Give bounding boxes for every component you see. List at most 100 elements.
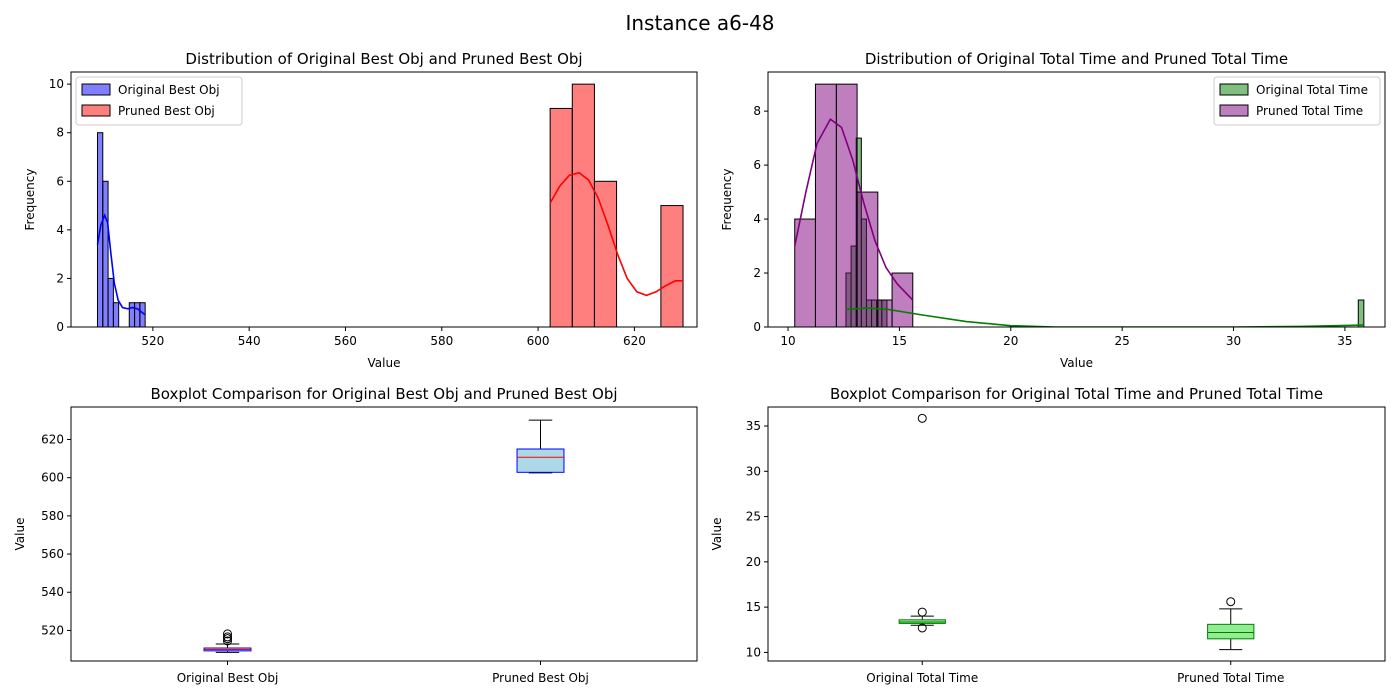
x-tick-label: 10 (780, 334, 795, 348)
hist-bar (856, 191, 879, 327)
box-obj-plot-area (203, 419, 565, 653)
y-tick-label: 2 (753, 266, 761, 280)
kde-line (793, 118, 914, 301)
legend-frame (1213, 76, 1381, 126)
legend-swatch (1219, 104, 1249, 117)
hist-obj-x-axis-label: Value (368, 356, 401, 370)
y-tick-label: 35 (746, 419, 761, 433)
x-tick-label: 15 (892, 334, 907, 348)
hist-bar (102, 180, 109, 327)
hist-obj-chart: 0 2 4 6 8 10 520 540 560 580 600 620 Distribution of… (23, 50, 698, 370)
x-tick-label: Original Total Time (866, 671, 978, 685)
y-tick-label: 4 (753, 212, 761, 226)
legend-entry: Pruned Best Obj (118, 104, 215, 118)
y-tick-label: 10 (746, 645, 761, 659)
x-tick-label: 600 (527, 334, 550, 348)
box-time-axes-frame (767, 406, 1386, 662)
y-tick-label: 8 (56, 126, 64, 140)
kde-line (845, 307, 1364, 327)
legend-entry: Original Total Time (1256, 83, 1368, 97)
hist-time-chart: 0 2 4 6 8 10 15 20 25 30 35 Distribution of Origina… (720, 50, 1386, 370)
x-tick-label: 580 (430, 334, 453, 348)
box-body (1207, 623, 1255, 640)
hist-bar (835, 83, 858, 327)
hist-bar (571, 83, 595, 327)
y-tick-label: 2 (56, 271, 64, 285)
x-tick-label: 540 (238, 334, 261, 348)
y-tick-label: 580 (41, 509, 64, 523)
hist-time-title: Distribution of Original Total Time and … (865, 50, 1288, 68)
y-tick-label: 520 (41, 623, 64, 637)
y-tick-label: 600 (41, 471, 64, 485)
box-time-plot-area (898, 413, 1255, 651)
y-tick-label: 620 (41, 432, 64, 446)
box-time-title: Boxplot Comparison for Original Total Ti… (830, 385, 1323, 403)
box-flier (917, 413, 927, 423)
y-tick-label: 30 (746, 464, 761, 478)
box-obj-y-axis-label: Value (13, 518, 27, 551)
box-flier (1226, 597, 1236, 607)
y-tick-label: 15 (746, 600, 761, 614)
box-flier (917, 623, 927, 633)
hist-bar (877, 299, 893, 327)
box-flier (223, 629, 232, 639)
y-tick-label: 25 (746, 510, 761, 524)
kde-line (549, 171, 684, 297)
legend-swatch (81, 83, 111, 96)
legend-entry: Pruned Total Time (1256, 104, 1363, 118)
y-tick-label: 10 (49, 77, 64, 91)
legend-swatch (81, 104, 111, 117)
hist-time-axes-frame (767, 71, 1386, 328)
y-tick-label: 6 (56, 174, 64, 188)
x-tick-label: 560 (334, 334, 357, 348)
x-tick-label: Original Best Obj (177, 671, 279, 685)
x-tick-label: 25 (1115, 334, 1130, 348)
y-tick-label: 20 (746, 555, 761, 569)
kde-line (96, 213, 146, 316)
box-obj-axes-frame (70, 406, 698, 662)
hist-obj-plot-area (96, 83, 684, 327)
hist-bar (1357, 299, 1365, 327)
box-flier (223, 636, 232, 646)
x-tick-label: 35 (1337, 334, 1352, 348)
box-obj-title: Boxplot Comparison for Original Best Obj… (150, 385, 617, 403)
box-body (516, 448, 565, 473)
y-tick-label: 0 (753, 320, 761, 334)
x-tick-label: 20 (1003, 334, 1018, 348)
hist-bar (112, 302, 120, 327)
hist-bar (593, 180, 618, 327)
x-tick-label: 30 (1226, 334, 1241, 348)
x-tick-label: 520 (141, 334, 164, 348)
figure-suptitle: Instance a6-48 (625, 11, 774, 35)
box-flier (223, 632, 232, 642)
y-tick-label: 560 (41, 547, 64, 561)
hist-time-x-axis-label: Value (1060, 356, 1093, 370)
legend-entry: Original Best Obj (118, 83, 220, 97)
y-tick-label: 540 (41, 585, 64, 599)
hist-bar (128, 302, 136, 327)
hist-obj-y-axis-label: Frequency (23, 169, 37, 231)
y-tick-label: 0 (56, 320, 64, 334)
hist-obj-legend: Original Best Obj Pruned Best Obj (75, 76, 243, 126)
y-tick-label: 8 (753, 104, 761, 118)
hist-obj-title: Distribution of Original Best Obj and Pr… (185, 50, 582, 68)
hist-time-y-axis-label: Frequency (720, 169, 734, 231)
hist-obj-axes-frame (70, 71, 698, 328)
box-time-chart: 10 15 20 25 30 35 Original Total Time Pruned To… (710, 385, 1386, 685)
legend-swatch (1219, 83, 1249, 96)
hist-time-legend: Original Total Time Pruned Total Time (1213, 76, 1381, 126)
hist-bar (549, 107, 573, 327)
hist-bar (107, 277, 114, 327)
hist-bar (134, 302, 141, 327)
hist-bar (794, 218, 816, 327)
y-tick-label: 4 (56, 223, 64, 237)
box-obj-chart: 520 540 560 580 600 620 Original Best Obj Prune… (13, 385, 698, 685)
x-tick-label: 620 (623, 334, 646, 348)
x-tick-label: Pruned Total Time (1177, 671, 1284, 685)
box-time-y-axis-label: Value (710, 518, 724, 551)
y-tick-label: 6 (753, 158, 761, 172)
box-flier (917, 607, 927, 617)
x-tick-label: Pruned Best Obj (492, 671, 589, 685)
hist-bar (660, 205, 684, 327)
